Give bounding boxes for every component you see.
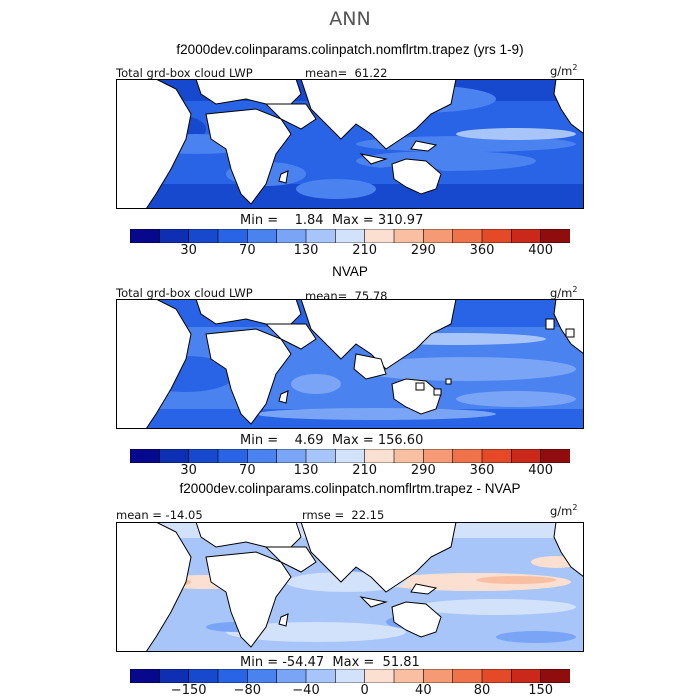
colorbar-tick-label: 290 [410, 243, 436, 258]
colorbar-tick-label: 30 [180, 463, 197, 478]
colorbar-swatch [540, 229, 570, 243]
colorbar-swatch [247, 669, 278, 683]
colorbar-swatch [393, 229, 424, 243]
panel-3-title: f2000dev.colinparams.colinpatch.nomflrtm… [179, 481, 521, 496]
colorbar-swatch [364, 229, 395, 243]
colorbar-swatch [335, 229, 366, 243]
panel-1-minmax: Min = 1.84 Max = 310.97 [240, 213, 424, 228]
panel-2-units: g/m2 [550, 285, 578, 300]
panel-2-title: NVAP [332, 264, 368, 279]
colorbar-swatch [217, 669, 248, 683]
colorbar-swatch [276, 229, 307, 243]
panel-2-map [116, 299, 584, 429]
colorbar-swatch [423, 229, 454, 243]
colorbar-swatch [540, 669, 570, 683]
colorbar-swatch [335, 669, 366, 683]
panel-1-colorbar-labels: 30 70 130 210 290 360 400 [130, 243, 570, 261]
colorbar-tick-label: 360 [469, 243, 495, 258]
colorbar-swatch [393, 449, 424, 463]
colorbar-swatch [188, 669, 219, 683]
colorbar-swatch [452, 449, 483, 463]
panel-3-map [116, 522, 584, 652]
colorbar-swatch [393, 669, 424, 683]
colorbar-tick-label: 290 [410, 463, 436, 478]
panel-3-minmax: Min = -54.47 Max = 51.81 [240, 655, 420, 670]
colorbar-tick-label: 400 [528, 463, 554, 478]
panel-1-units: g/m2 [550, 63, 578, 78]
colorbar-tick-label: −40 [292, 683, 320, 698]
panel-2-colorbar-labels: 30 70 130 210 290 360 400 [130, 463, 570, 481]
colorbar-tick-label: 80 [473, 683, 491, 698]
colorbar-tick-label: 210 [352, 243, 378, 258]
panel-1-mean-label: mean= 61.22 [305, 66, 388, 80]
colorbar-swatch [481, 669, 512, 683]
colorbar-tick-label: 210 [352, 463, 378, 478]
panel-2-minmax: Min = 4.69 Max = 156.60 [240, 433, 424, 448]
colorbar-tick-label: −150 [170, 683, 207, 698]
colorbar-swatch [511, 669, 542, 683]
colorbar-tick-label: 150 [528, 683, 554, 698]
colorbar-swatch [159, 229, 190, 243]
colorbar-tick-label: 30 [180, 243, 197, 258]
colorbar-swatch [130, 669, 160, 683]
colorbar-swatch [511, 449, 542, 463]
colorbar-tick-label: 70 [239, 463, 256, 478]
colorbar-swatch [217, 449, 248, 463]
panel-1-map [116, 79, 584, 209]
colorbar-swatch [481, 229, 512, 243]
colorbar-swatch [188, 449, 219, 463]
panel-2-colorbar [130, 449, 570, 463]
panel-3-rmse-label: rmse = 22.15 [302, 508, 385, 522]
panel-3-units: g/m2 [550, 503, 578, 518]
figure-title: ANN [329, 8, 371, 30]
colorbar-swatch [305, 229, 336, 243]
colorbar-tick-label: 70 [239, 243, 256, 258]
colorbar-swatch [305, 669, 336, 683]
colorbar-swatch [305, 449, 336, 463]
colorbar-swatch [159, 449, 190, 463]
panel-1-variable-label: Total grd-box cloud LWP [116, 66, 253, 80]
colorbar-tick-label: 130 [293, 243, 319, 258]
colorbar-swatch [159, 669, 190, 683]
colorbar-tick-label: 130 [293, 463, 319, 478]
panel-2-variable-label: Total grd-box cloud LWP [116, 286, 253, 300]
colorbar-swatch [423, 669, 454, 683]
panel-1-colorbar [130, 229, 570, 243]
colorbar-tick-label: 360 [469, 463, 495, 478]
colorbar-swatch [540, 449, 570, 463]
colorbar-tick-label: 400 [528, 243, 554, 258]
colorbar-swatch [130, 449, 160, 463]
colorbar-swatch [276, 449, 307, 463]
colorbar-swatch [481, 449, 512, 463]
colorbar-swatch [511, 229, 542, 243]
colorbar-swatch [364, 669, 395, 683]
panel-3-mean-label: mean = -14.05 [116, 508, 203, 522]
colorbar-swatch [423, 449, 454, 463]
colorbar-swatch [452, 669, 483, 683]
panel-1-title: f2000dev.colinparams.colinpatch.nomflrtm… [176, 42, 524, 57]
colorbar-swatch [188, 229, 219, 243]
colorbar-swatch [335, 449, 366, 463]
colorbar-tick-label: −80 [233, 683, 262, 698]
colorbar-swatch [217, 229, 248, 243]
colorbar-swatch [364, 449, 395, 463]
colorbar-swatch [130, 229, 160, 243]
colorbar-tick-label: 40 [415, 683, 432, 698]
colorbar-swatch [452, 229, 483, 243]
colorbar-tick-label: 0 [360, 683, 369, 698]
colorbar-swatch [276, 669, 307, 683]
panel-3-colorbar [130, 669, 570, 683]
panel-3-colorbar-labels: −150 −80 −40 0 40 80 150 [130, 683, 570, 699]
colorbar-swatch [247, 229, 278, 243]
colorbar-swatch [247, 449, 278, 463]
